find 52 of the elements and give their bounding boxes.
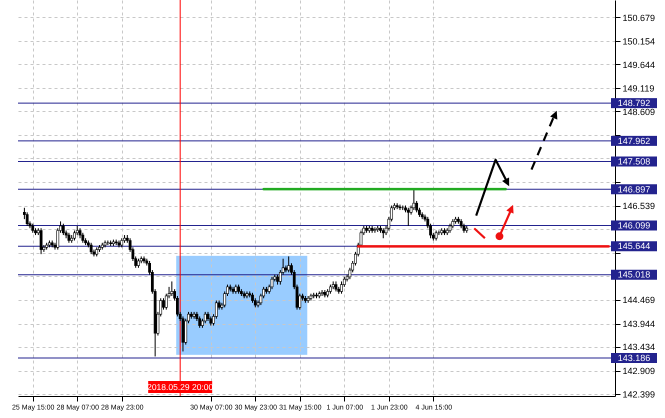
ref-line-label: 148.792 [618, 98, 650, 108]
candlestick [90, 242, 93, 255]
candlestick [434, 230, 438, 242]
ref-line-label: 146.099 [618, 220, 650, 231]
candlestick [120, 238, 124, 248]
candlestick [182, 316, 184, 352]
candlestick [234, 284, 238, 294]
ref-line-label: 147.508 [618, 156, 650, 166]
ref-line-label: 143.186 [618, 352, 650, 363]
candlestick [448, 223, 452, 234]
candlestick [382, 228, 385, 239]
y-tick-label: 149.644 [622, 60, 656, 70]
candlestick [451, 218, 454, 229]
candlestick [198, 316, 202, 328]
candlestick [270, 276, 274, 290]
y-tick-label: 149.119 [622, 84, 654, 94]
y-tick-label: 150.679 [622, 12, 656, 23]
candlestick [68, 232, 70, 244]
candlestick [334, 280, 338, 292]
y-tick-label: 148.609 [622, 106, 656, 117]
y-tick-label: 150.154 [622, 36, 656, 47]
y-tick-label: 142.399 [622, 389, 656, 400]
candlestick [78, 228, 82, 239]
y-tick-label: 142.909 [622, 366, 656, 376]
candlestick [26, 212, 29, 226]
candlestick [73, 230, 76, 242]
candlestick [460, 218, 463, 229]
candlestick [162, 298, 165, 310]
y-tick-label: 146.539 [622, 201, 656, 212]
ref-line-label: 145.018 [618, 270, 650, 280]
candlestick [137, 258, 140, 268]
candlestick [31, 223, 34, 234]
candlestick [276, 274, 279, 286]
candlestick [170, 280, 174, 296]
y-tick-label: 143.434 [622, 342, 656, 352]
candlestick [206, 311, 210, 322]
candlestick [462, 223, 466, 234]
y-tick-label: 143.944 [622, 319, 656, 330]
candlestick [237, 284, 240, 294]
y-tick-label: 144.469 [622, 295, 656, 306]
candlestick [81, 232, 84, 244]
ref-line-label: 146.897 [618, 184, 650, 194]
candlestick [340, 280, 343, 294]
candlestick [406, 207, 410, 226]
candlestick [204, 311, 207, 324]
candlestick [251, 292, 254, 304]
candlestick [40, 228, 42, 255]
candlestick [287, 256, 290, 273]
candlestick [62, 223, 65, 236]
candlestick [329, 284, 332, 294]
ref-line-label: 147.962 [618, 136, 650, 146]
ref-line-label: 145.644 [618, 241, 650, 252]
